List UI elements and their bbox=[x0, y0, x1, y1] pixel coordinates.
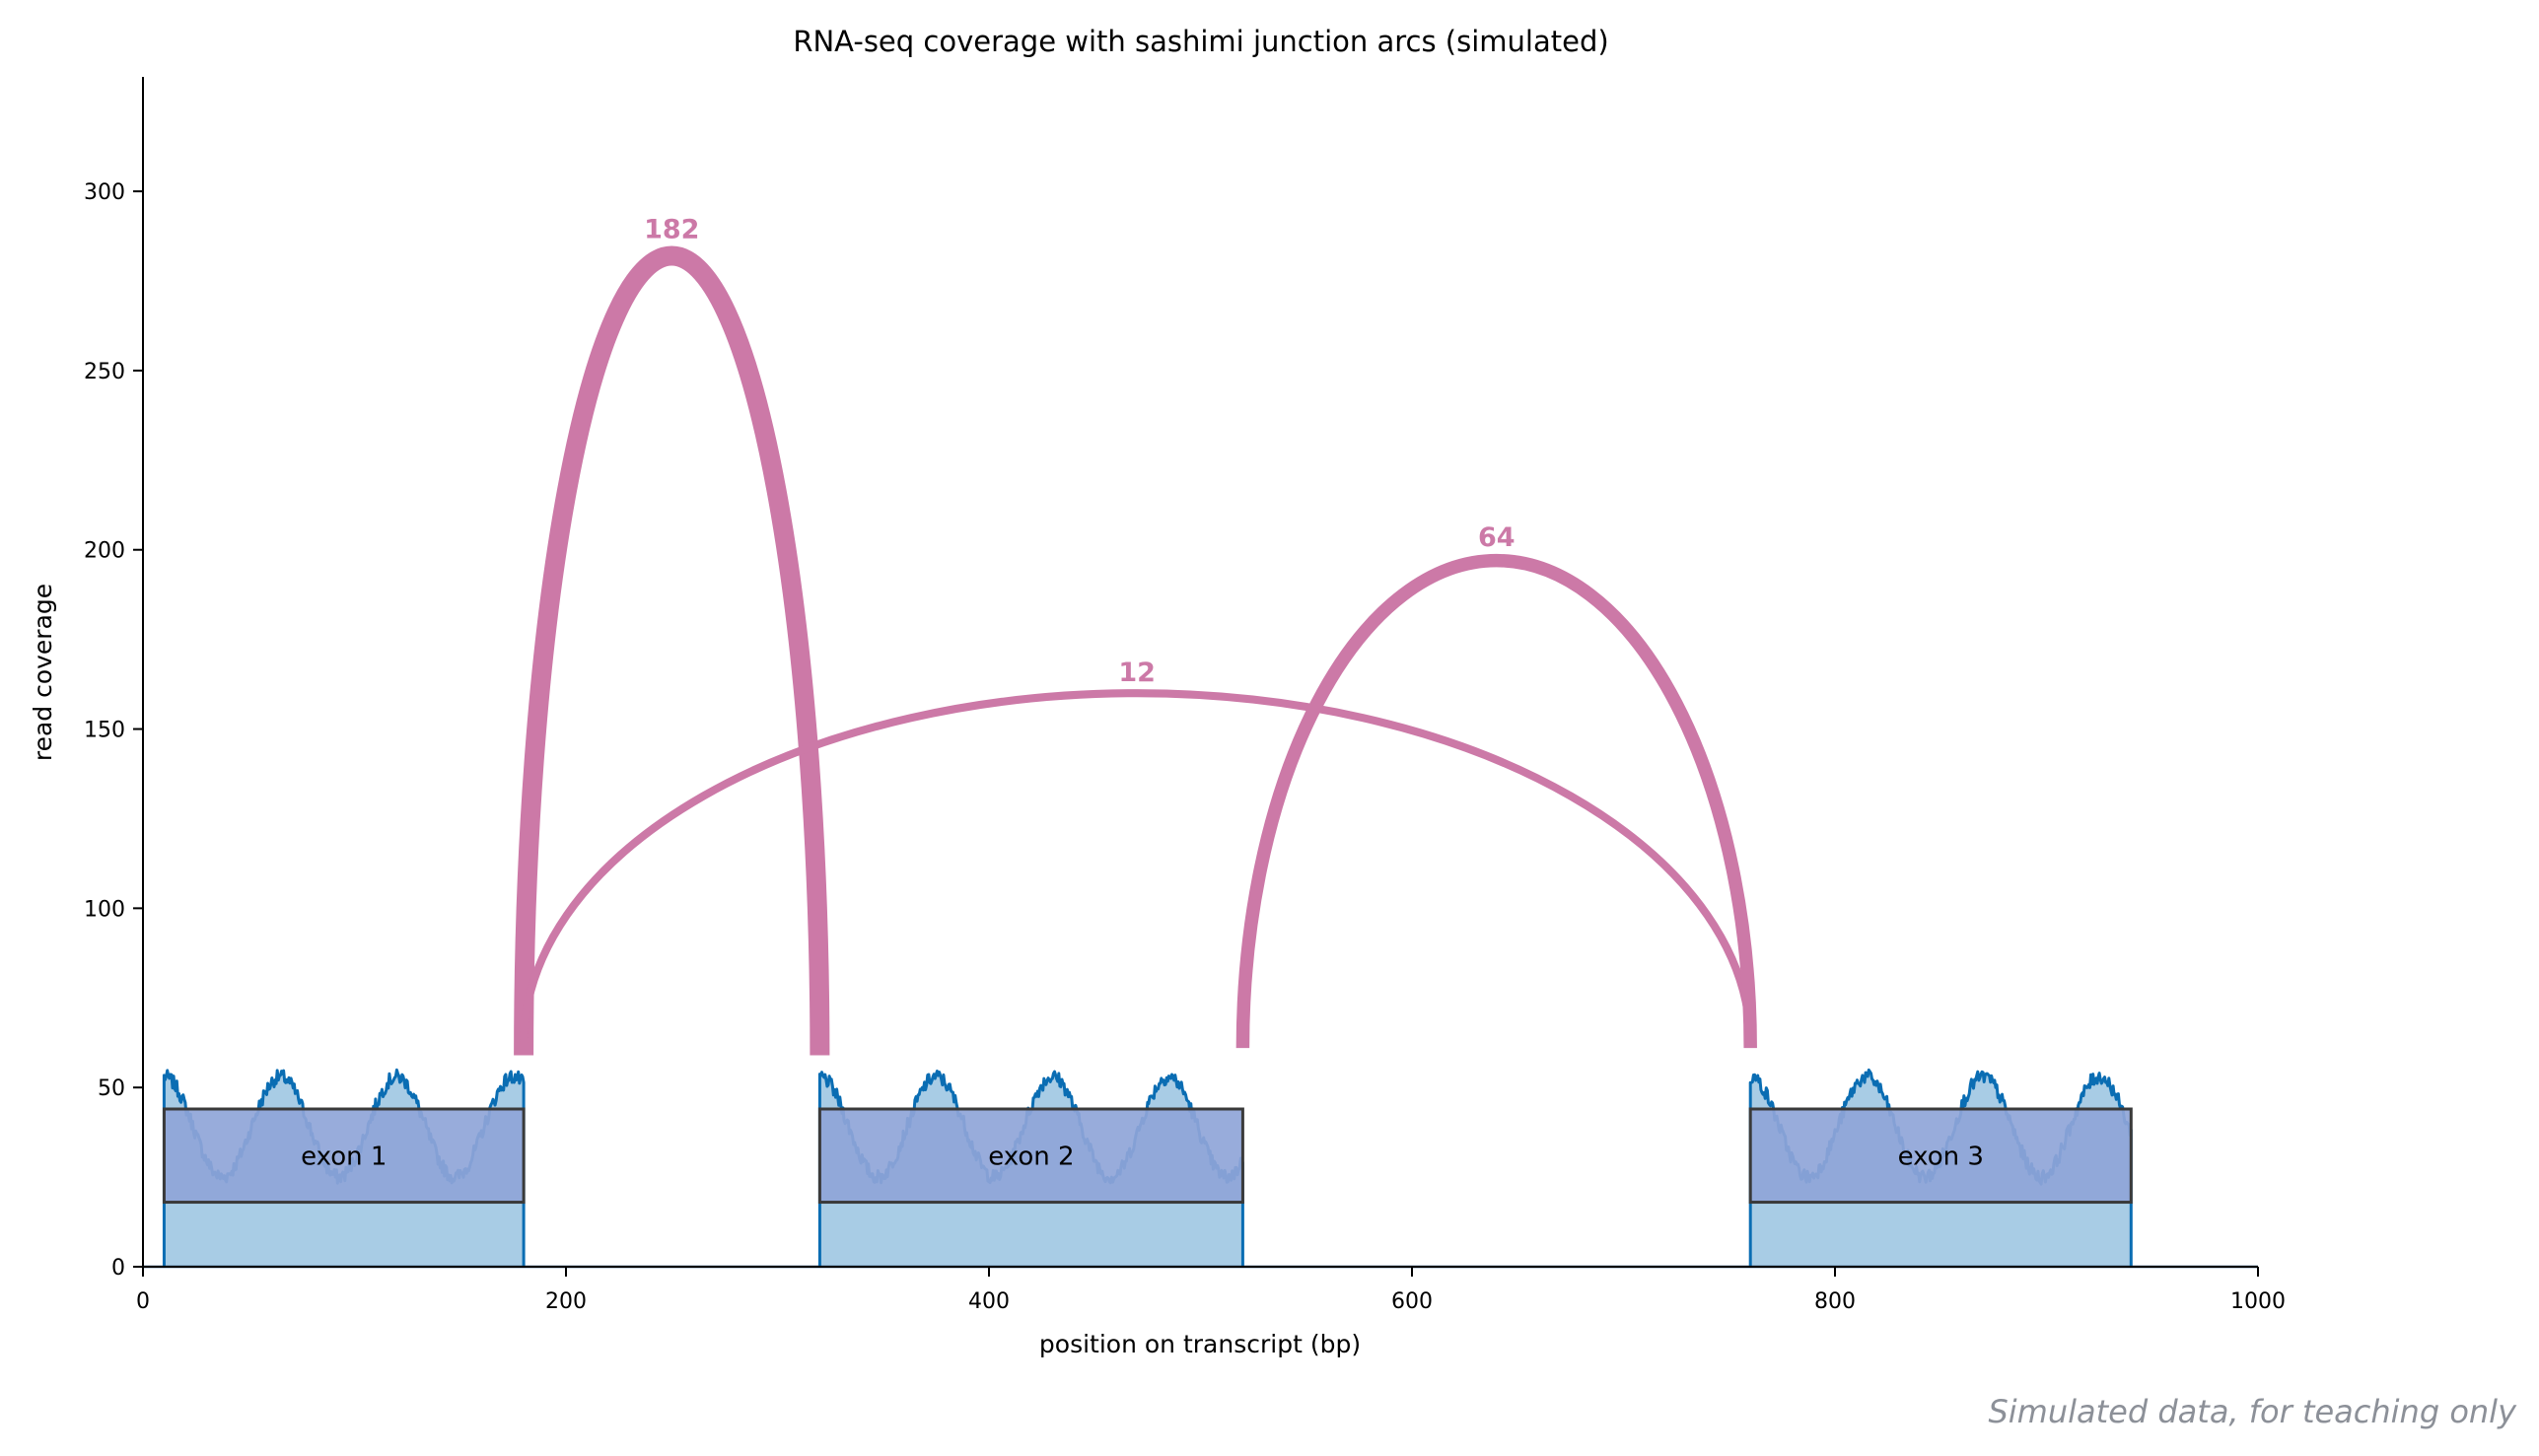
chart-title: RNA-seq coverage with sashimi junction a… bbox=[793, 25, 1608, 58]
y-tick-label: 150 bbox=[84, 719, 125, 743]
y-tick-label: 50 bbox=[98, 1076, 125, 1101]
exon-label-2: exon 2 bbox=[988, 1142, 1074, 1171]
y-tick-label: 0 bbox=[111, 1256, 125, 1281]
junction-label-3: 64 bbox=[1478, 522, 1516, 553]
x-tick-label: 800 bbox=[1814, 1289, 1856, 1314]
exon-box-3 bbox=[1748, 1107, 2133, 1205]
y-tick-label: 300 bbox=[84, 180, 125, 205]
x-axis: 0 200 400 600 800 1000 position on transcript… bbox=[136, 1266, 2286, 1358]
footnote: Simulated data, for teaching only bbox=[1988, 1393, 2517, 1430]
y-axis-label: read coverage bbox=[29, 584, 57, 761]
coverage-fill-exon-1 bbox=[164, 1070, 525, 1267]
y-tick-label: 200 bbox=[84, 539, 125, 564]
x-tick-label: 0 bbox=[136, 1289, 150, 1314]
junction-label-1: 182 bbox=[644, 215, 699, 245]
y-tick-label: 100 bbox=[84, 897, 125, 922]
exon-box-1 bbox=[162, 1107, 526, 1205]
x-tick-label: 600 bbox=[1391, 1289, 1433, 1314]
x-ticks: 0 200 400 600 800 1000 bbox=[136, 1267, 2286, 1314]
exon-label-3: exon 3 bbox=[1898, 1142, 1984, 1171]
junction-arc-layer: 182 12 64 bbox=[514, 215, 1757, 1056]
x-tick-label: 200 bbox=[545, 1289, 587, 1314]
exon-box-2 bbox=[817, 1107, 1244, 1205]
x-axis-label: position on transcript (bp) bbox=[1039, 1330, 1361, 1358]
y-axis: 0 50 100 150 200 250 300 read coverage bbox=[29, 77, 144, 1281]
exon-label-1: exon 1 bbox=[301, 1142, 387, 1171]
x-tick-label: 1000 bbox=[2230, 1289, 2286, 1314]
y-tick-label: 250 bbox=[84, 360, 125, 384]
plot-area: exon 1 exon 2 exon 3 182 12 64 bbox=[143, 215, 2258, 1269]
junction-arc-1 bbox=[514, 245, 830, 1056]
junction-arc-2 bbox=[520, 689, 1755, 1045]
junction-arc-3 bbox=[1235, 553, 1757, 1049]
y-ticks: 0 50 100 150 200 250 300 bbox=[84, 180, 143, 1281]
x-tick-label: 400 bbox=[968, 1289, 1010, 1314]
exon-layer: exon 1 exon 2 exon 3 bbox=[162, 1107, 2133, 1205]
junction-label-2: 12 bbox=[1118, 658, 1156, 688]
